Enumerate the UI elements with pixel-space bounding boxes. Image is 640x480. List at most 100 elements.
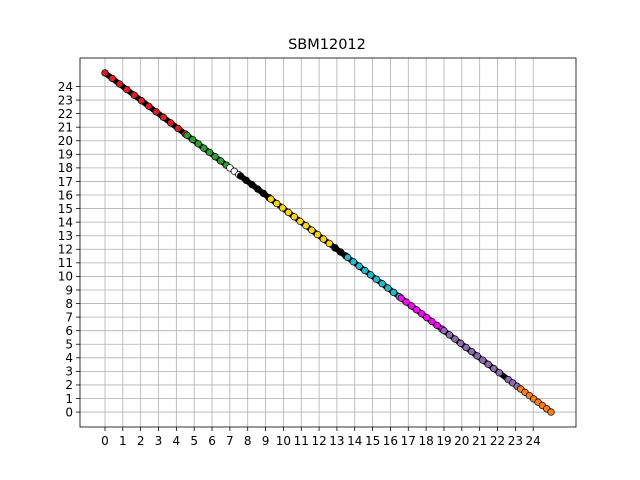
y-tick-label: 20: [58, 134, 73, 148]
data-point: [248, 181, 256, 189]
x-tick-label: 6: [208, 434, 216, 448]
y-tick-label: 10: [58, 270, 73, 284]
data-point: [495, 369, 503, 377]
data-point: [423, 313, 431, 322]
data-point: [319, 235, 328, 243]
y-tick-label: 22: [58, 107, 73, 121]
data-point: [547, 408, 555, 416]
x-tick-label: 11: [294, 434, 309, 448]
x-tick-label: 22: [490, 434, 505, 448]
y-tick-label: 16: [58, 188, 73, 202]
data-point: [343, 253, 352, 262]
x-tick-label: 20: [454, 434, 469, 448]
data-point: [402, 298, 410, 306]
data-point: [313, 230, 322, 239]
data-point: [440, 327, 448, 335]
y-tick-label: 8: [65, 297, 73, 311]
data-point: [123, 85, 131, 94]
x-tick-label: 8: [244, 434, 252, 448]
data-point: [361, 266, 369, 275]
data-point: [152, 108, 160, 116]
x-tick-label: 19: [436, 434, 451, 448]
data-point: [389, 288, 398, 297]
y-tick-label: 3: [65, 365, 73, 379]
x-tick-label: 3: [155, 434, 163, 448]
data-point: [384, 284, 392, 292]
data-point: [349, 258, 358, 266]
data-point: [217, 157, 225, 165]
x-tick-label: 1: [119, 434, 127, 448]
x-tick-label: 23: [508, 434, 523, 448]
data-point: [428, 317, 436, 326]
data-point: [456, 339, 465, 347]
y-tick-label: 18: [58, 161, 73, 175]
data-point: [284, 208, 293, 217]
y-tick-label: 9: [65, 283, 73, 297]
y-tick-label: 5: [65, 338, 73, 352]
data-point: [355, 262, 363, 270]
y-tick-label: 7: [65, 310, 73, 324]
data-point: [302, 222, 310, 230]
data-point: [211, 152, 219, 161]
y-tick-label: 15: [58, 202, 73, 216]
data-point: [174, 124, 182, 133]
x-tick-label: 7: [226, 434, 234, 448]
data-point: [412, 306, 421, 314]
data-point: [325, 239, 333, 248]
y-tick-label: 12: [58, 243, 73, 257]
data-point: [366, 271, 375, 279]
x-tick-label: 24: [526, 434, 541, 448]
data-point: [137, 97, 146, 105]
data-point: [267, 195, 275, 203]
chart-title: SBM12012: [288, 37, 366, 53]
data-point: [189, 135, 197, 144]
x-tick-label: 2: [137, 434, 145, 448]
x-tick-label: 9: [262, 434, 270, 448]
y-tick-label: 11: [58, 256, 73, 270]
y-tick-label: 1: [65, 392, 73, 406]
data-point: [308, 226, 316, 234]
y-tick-label: 24: [58, 80, 73, 94]
data-point: [159, 113, 168, 121]
data-point: [433, 321, 441, 330]
data-point: [108, 74, 116, 83]
data-point: [273, 199, 281, 208]
data-point: [236, 172, 245, 180]
x-tick-label: 14: [347, 434, 362, 448]
data-point: [467, 348, 476, 356]
x-tick-label: 21: [472, 434, 487, 448]
data-point: [130, 91, 138, 99]
x-tick-label: 17: [401, 434, 416, 448]
data-point: [462, 343, 470, 352]
data-point: [397, 294, 405, 302]
y-tick-label: 17: [58, 175, 73, 189]
y-tick-label: 2: [65, 378, 73, 392]
data-point: [115, 80, 124, 88]
data-point: [484, 360, 492, 368]
x-tick-label: 13: [329, 434, 344, 448]
x-axis-ticks: 0 1 2 3 4 5 6 7 8 9 10 11 12 13 14 15 16 17 18 19 20 21 22 23 24: [101, 427, 541, 448]
data-point: [278, 204, 287, 212]
data-points: [101, 69, 555, 416]
data-point: [290, 213, 298, 221]
y-tick-label: 19: [58, 148, 73, 162]
y-tick-label: 13: [58, 229, 73, 243]
y-tick-label: 23: [58, 93, 73, 107]
x-tick-label: 10: [276, 434, 291, 448]
y-tick-label: 0: [65, 405, 73, 419]
data-point: [336, 248, 345, 256]
x-tick-label: 5: [190, 434, 198, 448]
data-point: [101, 69, 109, 77]
data-point: [183, 131, 191, 139]
x-tick-label: 18: [418, 434, 433, 448]
y-tick-label: 14: [58, 215, 73, 229]
data-point: [418, 310, 426, 318]
data-point: [473, 352, 481, 360]
x-tick-label: 16: [383, 434, 398, 448]
data-point: [194, 140, 202, 148]
data-point: [479, 356, 487, 364]
x-tick-label: 12: [311, 434, 326, 448]
x-tick-label: 0: [101, 434, 109, 448]
